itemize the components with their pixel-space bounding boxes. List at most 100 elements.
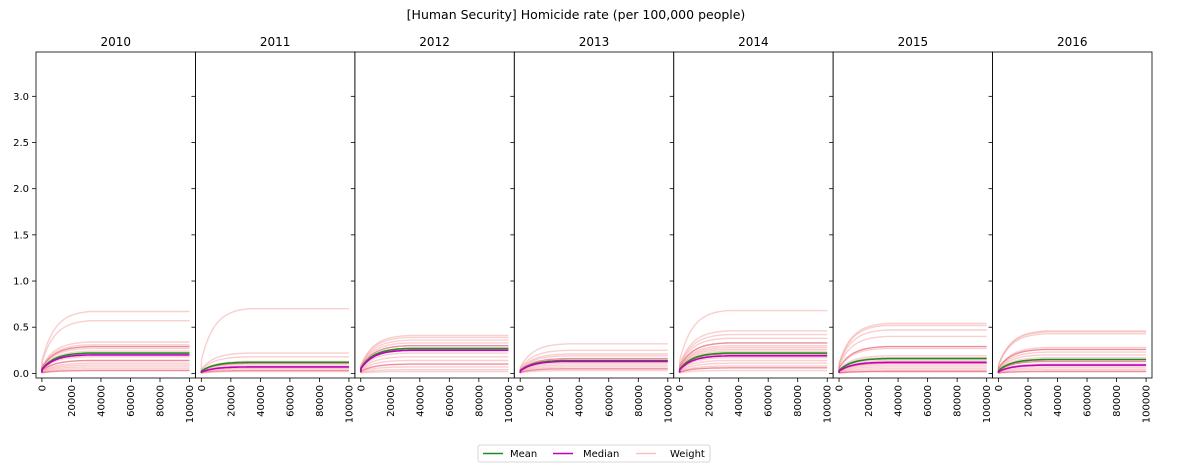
weight-line bbox=[838, 355, 987, 373]
weight-line bbox=[838, 347, 987, 373]
weight-line bbox=[678, 337, 828, 372]
mean-line bbox=[41, 352, 190, 373]
mean-line bbox=[838, 357, 987, 373]
weight-line bbox=[678, 362, 828, 373]
x-tick-label: 0 bbox=[516, 385, 527, 391]
weight-line bbox=[678, 359, 828, 373]
x-tick-label: 0 bbox=[675, 385, 686, 391]
y-tick-label: 2.5 bbox=[13, 138, 29, 149]
x-tick-label: 80000 bbox=[1112, 385, 1123, 417]
x-tick-label: 80000 bbox=[634, 385, 645, 417]
weight-line bbox=[360, 369, 509, 374]
panel-title: 2010 bbox=[100, 35, 131, 49]
weight-line bbox=[519, 364, 668, 374]
weight-line bbox=[997, 370, 1147, 374]
weight-line bbox=[360, 336, 509, 372]
weight-line bbox=[41, 350, 190, 373]
x-tick-label: 40000 bbox=[894, 385, 905, 417]
median-line bbox=[41, 354, 190, 373]
panel-2015: 2015 0 20000 40000 60000 80000 100000 bbox=[829, 35, 993, 423]
x-tick-label: 40000 bbox=[256, 385, 267, 417]
legend-box bbox=[477, 444, 711, 463]
weight-line bbox=[360, 345, 509, 373]
weight-line bbox=[997, 360, 1147, 373]
panel-title: 2013 bbox=[579, 35, 610, 49]
weight-line bbox=[678, 330, 828, 372]
x-tick-label: 0 bbox=[356, 385, 367, 391]
weight-line bbox=[997, 351, 1147, 373]
panel-title: 2012 bbox=[419, 35, 450, 49]
weight-line bbox=[41, 368, 190, 374]
weight-line bbox=[519, 366, 668, 374]
panel-title: 2015 bbox=[898, 35, 929, 49]
weight-line bbox=[838, 364, 987, 374]
weight-line bbox=[997, 354, 1147, 373]
weight-line bbox=[997, 367, 1147, 374]
x-tick-label: 100000 bbox=[663, 385, 674, 423]
mean-line bbox=[997, 358, 1147, 373]
panel-2013: 2013 0 20000 40000 60000 80000 100000 bbox=[510, 35, 674, 423]
weight-line bbox=[360, 352, 509, 373]
x-tick-label: 80000 bbox=[793, 385, 804, 417]
x-tick-label: 100000 bbox=[982, 385, 993, 423]
weight-line bbox=[997, 348, 1147, 373]
median-line bbox=[678, 355, 828, 373]
weight-line bbox=[519, 343, 668, 372]
panel-2010: 2010 0 20000 40000 60000 80000 100000 0.0 0.5 1.0… bbox=[13, 35, 196, 423]
weight-line bbox=[997, 369, 1147, 374]
weight-line bbox=[200, 356, 349, 373]
x-tick-label: 0 bbox=[37, 385, 48, 391]
x-tick-label: 80000 bbox=[953, 385, 964, 417]
legend: Mean Median Weight bbox=[477, 444, 711, 463]
weight-line bbox=[41, 345, 190, 373]
weight-line bbox=[678, 348, 828, 373]
x-tick-label: 40000 bbox=[415, 385, 426, 417]
panel-title: 2014 bbox=[738, 35, 769, 49]
panel-title: 2016 bbox=[1057, 35, 1088, 49]
weight-line bbox=[41, 359, 190, 373]
weight-line bbox=[678, 345, 828, 373]
weight-line bbox=[41, 362, 190, 373]
panel-frame bbox=[513, 51, 675, 379]
x-tick-label: 100000 bbox=[823, 385, 834, 423]
weight-line bbox=[838, 359, 987, 373]
weight-line bbox=[41, 341, 190, 372]
weight-line bbox=[200, 352, 349, 373]
median-line bbox=[200, 366, 349, 374]
panel-2016: 2016 0 20000 40000 60000 80000 100000 bbox=[988, 35, 1153, 423]
weight-line bbox=[838, 345, 987, 373]
x-tick-label: 0 bbox=[835, 385, 846, 391]
median-line bbox=[997, 364, 1147, 374]
x-tick-label: 80000 bbox=[315, 385, 326, 417]
weight-line bbox=[997, 357, 1147, 373]
x-tick-label: 20000 bbox=[386, 385, 397, 417]
x-tick-label: 80000 bbox=[474, 385, 485, 417]
weight-line bbox=[519, 369, 668, 374]
x-tick-label: 100000 bbox=[1142, 385, 1153, 423]
x-tick-label: 0 bbox=[197, 385, 208, 391]
x-tick-label: 40000 bbox=[734, 385, 745, 417]
weight-line bbox=[678, 367, 828, 374]
median-line bbox=[360, 349, 509, 373]
weight-line bbox=[519, 362, 668, 373]
weight-line bbox=[200, 370, 349, 374]
weight-line bbox=[360, 370, 509, 374]
y-tick-label: 1.0 bbox=[13, 277, 29, 288]
weight-line bbox=[41, 356, 190, 373]
median-line bbox=[838, 361, 987, 373]
y-tick-label: 0.0 bbox=[13, 369, 29, 380]
weight-line bbox=[997, 333, 1147, 372]
weight-line bbox=[41, 310, 190, 371]
panel-frame bbox=[195, 51, 356, 379]
x-tick-label: 20000 bbox=[67, 385, 78, 417]
panel-2011: 2011 0 20000 40000 60000 80000 100000 bbox=[191, 35, 355, 423]
panel-frame bbox=[35, 51, 196, 379]
weight-line bbox=[41, 344, 190, 373]
x-tick-label: 20000 bbox=[226, 385, 237, 417]
weight-line bbox=[838, 366, 987, 374]
weight-line bbox=[360, 359, 509, 373]
mean-line bbox=[200, 361, 349, 373]
x-tick-label: 60000 bbox=[764, 385, 775, 417]
weight-line bbox=[519, 357, 668, 373]
